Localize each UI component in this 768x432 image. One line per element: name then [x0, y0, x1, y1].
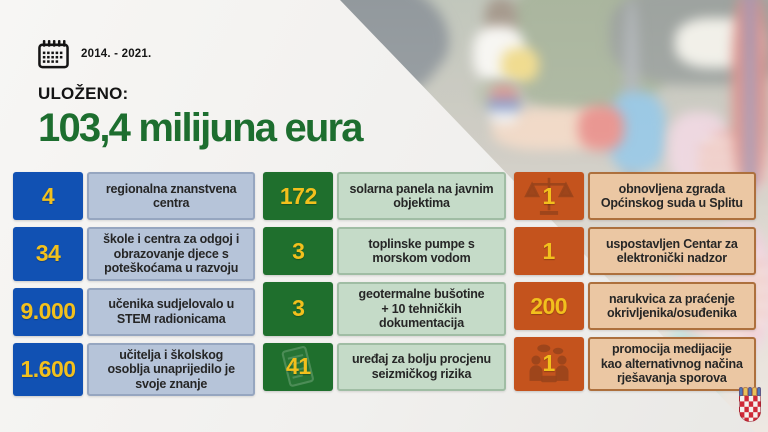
stat-value-box: 172: [263, 172, 334, 220]
emblem-shield: [739, 395, 761, 422]
stat-value-box: 1: [513, 227, 584, 275]
photo-blob: [488, 86, 520, 124]
stat-label: toplinske pumpe s morskom vodom: [337, 227, 506, 275]
photo-blob: [505, 0, 670, 115]
period-row: 2014. - 2021.: [38, 38, 362, 70]
photo-blob: [608, 92, 666, 172]
scales-icon: [523, 177, 574, 215]
emblem-crown: [738, 387, 762, 396]
stat-item: 34 škole i centra za odgoj i obrazovanje …: [13, 227, 256, 281]
header: 2014. - 2021. ULOŽENO: 103,4 milijuna eu…: [38, 38, 364, 151]
stat-item: 200 narukvica za praćenje okrivljenika/os…: [513, 282, 756, 330]
stat-item: 4 regionalna znanstvena centra: [13, 172, 256, 220]
stat-value: 9.000: [20, 298, 76, 324]
stat-item: 1 obnovljena zgrada Općinskog suda u Spli…: [513, 172, 756, 220]
stats-grid: 4 regionalna znanstvena centra 34 škole i c…: [13, 172, 756, 396]
stat-value: 3: [292, 295, 305, 322]
stat-value-box: 1: [513, 337, 584, 391]
stat-item: 1 promocija medijacije kao alternativnog …: [513, 337, 756, 391]
stat-value-box: 9.000: [13, 287, 83, 336]
stat-value-box: 3: [263, 227, 334, 275]
stat-value: 1: [542, 237, 556, 264]
stat-value: 200: [530, 292, 568, 319]
stat-value: 4: [41, 182, 55, 209]
photo-blob: [610, 0, 768, 85]
stat-item: 41 uređaj za bolju procjenu seizmičkog ri…: [263, 342, 506, 391]
stat-value: 41: [286, 353, 311, 379]
photo-blob: [732, 0, 768, 190]
stat-label: geotermalne bušotine + 10 tehničkih doku…: [337, 282, 506, 336]
period-label: 2014. - 2021.: [81, 48, 152, 60]
stat-value-box: 3: [263, 282, 334, 336]
stat-value-box: 34: [13, 227, 83, 281]
document-icon: [282, 345, 315, 387]
stat-item: 1 uspostavljen Centar za elektronički nad…: [513, 227, 756, 275]
amount-headline: 103,4 milijuna eura: [38, 106, 364, 150]
stat-item: 172 solarna panela na javnim objektima: [263, 172, 506, 220]
stat-label: solarna panela na javnim objektima: [337, 172, 506, 220]
stat-label: učitelja i školskog osoblja unaprijedilo…: [87, 342, 256, 396]
stat-value: 172: [279, 182, 317, 209]
photo-blob: [473, 26, 525, 82]
photo-blob: [485, 0, 517, 40]
stats-column-blue: 4 regionalna znanstvena centra 34 škole i c…: [13, 172, 256, 396]
stats-column-orange: 1 obnovljena zgrada Općinskog suda u Spli…: [513, 172, 756, 396]
stat-value-box: 41: [263, 342, 334, 391]
photo-blob: [492, 108, 607, 150]
stat-value-box: 200: [513, 282, 584, 330]
stat-value-box: 4: [13, 172, 83, 220]
photo-blob: [578, 106, 624, 150]
stat-label: uspostavljen Centar za elektronički nadz…: [587, 227, 756, 275]
stat-item: 3 toplinske pumpe s morskom vodom: [263, 227, 506, 275]
stat-value: 34: [35, 240, 61, 267]
stat-item: 1.600 učitelja i školskog osoblja unaprij…: [13, 342, 256, 396]
stats-column-green: 172 solarna panela na javnim objektima 3 to…: [263, 172, 506, 396]
stat-value-box: 1.600: [13, 342, 83, 396]
stat-label: regionalna znanstvena centra: [87, 172, 256, 220]
mediation-icon: [529, 344, 569, 382]
photo-blob: [501, 48, 539, 82]
stat-label: škole i centra za odgoj i obrazovanje dj…: [87, 227, 256, 281]
stat-item: 3 geotermalne bušotine + 10 tehničkih dok…: [263, 282, 506, 336]
stat-label: uređaj za bolju procjenu seizmičkog rizi…: [337, 342, 506, 391]
stat-value: 1: [542, 350, 556, 377]
stat-label: učenika sudjelovalo u STEM radionicama: [87, 287, 256, 336]
photo-blob: [476, 80, 522, 108]
photo-blob: [675, 18, 760, 68]
stat-value: 1.600: [20, 355, 76, 382]
stat-value-box: 1: [513, 172, 584, 220]
stat-value: 1: [542, 182, 556, 209]
stat-label: promocija medijacije kao alternativnog n…: [587, 337, 756, 391]
calendar-icon: [38, 39, 69, 68]
stat-value: 3: [292, 237, 305, 264]
stat-label: obnovljena zgrada Općinskog suda u Split…: [587, 172, 756, 220]
stat-item: 9.000 učenika sudjelovalo u STEM radionic…: [13, 287, 256, 336]
croatia-coat-of-arms-icon: [738, 387, 762, 422]
stat-label: narukvica za praćenje okrivljenika/osuđe…: [587, 282, 756, 330]
invested-label: ULOŽENO:: [38, 84, 129, 103]
